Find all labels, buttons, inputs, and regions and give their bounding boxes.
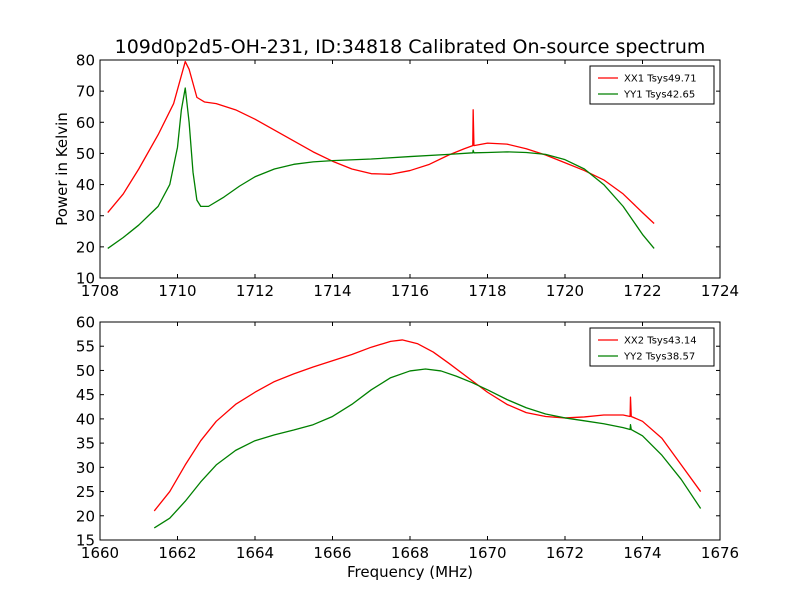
bottom-xtick-label: 1670 xyxy=(468,544,506,562)
figure-title: 109d0p2d5-OH-231, ID:34818 Calibrated On… xyxy=(115,36,706,58)
bottom-legend-label-2: YY2 Tsys38.57 xyxy=(623,352,695,363)
bottom-ytick-label: 20 xyxy=(76,507,95,525)
bottom-series-line-1 xyxy=(153,339,702,512)
bottom-legend-label-1: XX2 Tsys43.14 xyxy=(624,336,697,347)
top-xtick-label: 1708 xyxy=(81,282,119,300)
bottom-ytick-label: 55 xyxy=(76,338,95,356)
top-ytick-label: 40 xyxy=(76,176,95,194)
top-legend: XX1 Tsys49.71 YY1 Tsys42.65 xyxy=(589,65,715,105)
bottom-ytick-label: 30 xyxy=(76,459,95,477)
bottom-ytick-label: 60 xyxy=(76,314,95,332)
top-legend-box xyxy=(589,65,715,105)
top-ytick-label: 80 xyxy=(76,52,95,70)
top-xtick-label: 1720 xyxy=(546,282,584,300)
bottom-ytick-label: 50 xyxy=(76,362,95,380)
bottom-xtick-label: 1666 xyxy=(313,544,351,562)
top-ytick-label: 30 xyxy=(76,207,95,225)
top-xtick-label: 1724 xyxy=(701,282,739,300)
bottom-xtick-label: 1668 xyxy=(391,544,429,562)
top-ytick-label: 10 xyxy=(76,270,95,288)
top-xtick-label: 1712 xyxy=(236,282,274,300)
bottom-xtick-label: 1672 xyxy=(546,544,584,562)
bottom-xtick-label: 1662 xyxy=(158,544,196,562)
top-spectrum-panel: 1708 1710 1712 1714 1716 1718 1720 1722 1724 10 20… xyxy=(53,52,739,301)
bottom-xtick-label: 1660 xyxy=(81,544,119,562)
bottom-ytick-label: 45 xyxy=(76,386,95,404)
top-xtick-label: 1710 xyxy=(158,282,196,300)
top-ytick-label: 70 xyxy=(76,83,95,101)
bottom-ytick-label: 25 xyxy=(76,483,95,501)
top-series-group xyxy=(107,60,655,249)
bottom-series-line-2 xyxy=(153,368,702,529)
top-xtick-label: 1722 xyxy=(623,282,661,300)
bottom-spectrum-panel: 1660 1662 1664 1666 1668 1670 1672 1674 1676 15 20… xyxy=(76,314,739,582)
bottom-ytick-label: 40 xyxy=(76,410,95,428)
bottom-ytick-label: 35 xyxy=(76,435,95,453)
bottom-ytick-label: 15 xyxy=(76,532,95,550)
top-legend-label-2: YY1 Tsys42.65 xyxy=(623,90,695,101)
top-legend-label-1: XX1 Tsys49.71 xyxy=(624,74,697,85)
top-ytick-label: 60 xyxy=(76,114,95,132)
top-ytick-label: 50 xyxy=(76,145,95,163)
top-ytick-label: 20 xyxy=(76,238,95,256)
top-series-line-2 xyxy=(107,87,655,249)
bottom-legend-box xyxy=(589,327,715,367)
top-xtick-label: 1716 xyxy=(391,282,429,300)
bottom-xtick-label: 1674 xyxy=(623,544,661,562)
bottom-series-group xyxy=(153,339,702,529)
bottom-xtick-label: 1676 xyxy=(701,544,739,562)
bottom-x-axis-label: Frequency (MHz) xyxy=(347,563,473,581)
top-xtick-label: 1714 xyxy=(313,282,351,300)
bottom-legend: XX2 Tsys43.14 YY2 Tsys38.57 xyxy=(589,327,715,367)
top-xtick-label: 1718 xyxy=(468,282,506,300)
top-y-axis-label: Power in Kelvin xyxy=(53,112,71,226)
bottom-xtick-label: 1664 xyxy=(236,544,274,562)
